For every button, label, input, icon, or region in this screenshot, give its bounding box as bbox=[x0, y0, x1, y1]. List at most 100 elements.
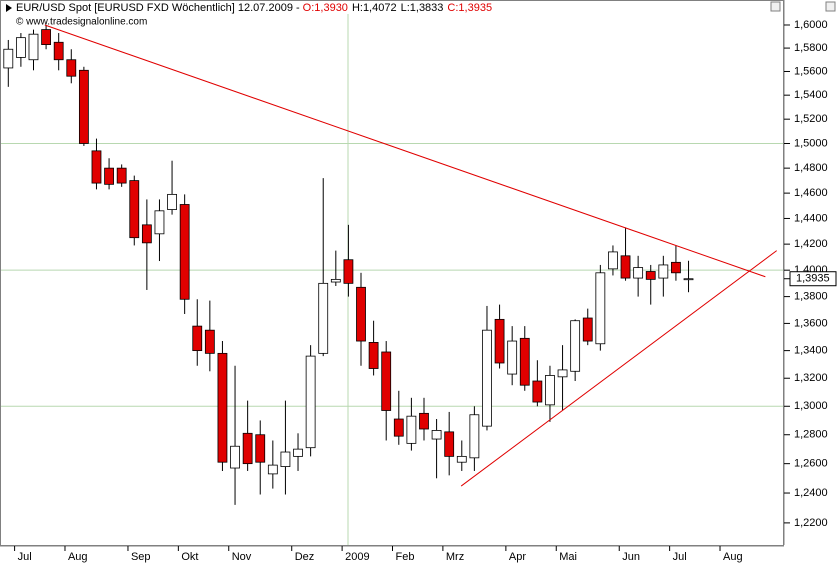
candle-body bbox=[78, 69, 89, 144]
candle-body bbox=[595, 272, 606, 345]
y-tick-label: 1,5400 bbox=[794, 89, 828, 101]
x-tick-label: Feb bbox=[396, 551, 415, 563]
candle-body bbox=[204, 329, 215, 354]
candle-body bbox=[104, 167, 114, 185]
candle-body bbox=[330, 278, 341, 283]
y-tick-label: 1,3800 bbox=[794, 291, 828, 303]
y-tick-label: 1,4200 bbox=[794, 238, 828, 250]
candle-body bbox=[368, 342, 379, 369]
candle-body bbox=[255, 434, 266, 463]
candle-body bbox=[570, 320, 581, 372]
candle-body bbox=[444, 431, 455, 457]
candle-body bbox=[582, 317, 593, 342]
header-icon bbox=[6, 4, 12, 12]
y-tick-label: 1,3000 bbox=[794, 400, 828, 412]
candle-body bbox=[280, 451, 291, 467]
candle-body bbox=[658, 264, 669, 279]
candle-body bbox=[519, 337, 530, 386]
chart-subtitle: © www.tradesignalonline.com bbox=[16, 17, 147, 28]
x-tick-label: Okt bbox=[181, 551, 198, 563]
candle-body bbox=[293, 448, 303, 457]
candle-body bbox=[116, 167, 127, 184]
x-tick-label: Aug bbox=[68, 551, 88, 563]
y-tick-label: 1,6000 bbox=[794, 19, 828, 31]
candle-body bbox=[154, 210, 165, 235]
candle-body bbox=[482, 329, 492, 427]
y-tick-label: 1,5600 bbox=[794, 65, 828, 77]
y-tick-label: 1,3600 bbox=[794, 317, 828, 329]
y-tick-label: 1,4400 bbox=[794, 212, 828, 224]
x-tick-label: Mrz bbox=[446, 551, 464, 563]
candle-body bbox=[242, 432, 253, 465]
candle-body bbox=[66, 59, 77, 77]
window-button[interactable] bbox=[770, 1, 781, 12]
candle-body bbox=[41, 29, 51, 45]
x-tick-label: Apr bbox=[509, 551, 526, 563]
x-tick-label: Aug bbox=[723, 551, 743, 563]
x-tick-label: Jul bbox=[18, 551, 32, 563]
candle-body bbox=[217, 352, 228, 463]
candle-body bbox=[305, 355, 316, 449]
y-tick-label: 1,4800 bbox=[794, 162, 828, 174]
y-tick-label: 1,2600 bbox=[794, 458, 828, 470]
y-tick-label: 1,5000 bbox=[794, 137, 828, 149]
candle-body bbox=[53, 41, 64, 61]
candle-body bbox=[356, 286, 366, 342]
candle-body bbox=[393, 418, 404, 437]
candle-body bbox=[28, 33, 39, 61]
candle-body bbox=[633, 267, 644, 279]
candle-body bbox=[532, 380, 543, 403]
y-tick-label: 1,4600 bbox=[794, 187, 828, 199]
y-tick-label: 1,5800 bbox=[794, 42, 828, 54]
y-tick-label: 1,2200 bbox=[794, 517, 828, 529]
candle-body bbox=[507, 340, 518, 375]
candle-body bbox=[620, 255, 631, 279]
candle-body bbox=[267, 464, 278, 475]
candle-body bbox=[179, 204, 190, 300]
x-tick-label: Mai bbox=[559, 551, 577, 563]
candle-body bbox=[343, 259, 354, 284]
ohlc-label: L:1,3833 bbox=[401, 2, 444, 14]
ohlc-label: H:1,4072 bbox=[352, 2, 397, 14]
last-price-label: 1,3935 bbox=[796, 273, 830, 285]
ohlc-label: C:1,3935 bbox=[447, 2, 492, 14]
candle-body bbox=[167, 193, 177, 210]
x-tick-label: Nov bbox=[232, 551, 252, 563]
x-axis-panel bbox=[0, 546, 839, 575]
candle-body bbox=[456, 455, 467, 463]
candle-body bbox=[683, 278, 694, 281]
candle-body bbox=[230, 445, 240, 469]
trend-line bbox=[44, 24, 766, 278]
x-tick-label: 2009 bbox=[345, 551, 369, 563]
candle-body bbox=[419, 412, 429, 430]
candle-body bbox=[557, 369, 568, 378]
ohlc-label: O:1,3930 bbox=[303, 2, 348, 14]
candle-body bbox=[406, 415, 417, 444]
candle-body bbox=[431, 430, 442, 440]
candle-body bbox=[545, 375, 555, 406]
candle-body bbox=[608, 251, 618, 270]
candle-body bbox=[494, 318, 505, 364]
y-tick-label: 1,2800 bbox=[794, 429, 828, 441]
candle-body bbox=[141, 224, 152, 244]
candle-body bbox=[381, 351, 392, 411]
candle-body bbox=[318, 282, 329, 354]
y-tick-label: 1,5200 bbox=[794, 113, 828, 125]
x-tick-label: Jun bbox=[622, 551, 640, 563]
candle-body bbox=[91, 150, 102, 184]
x-tick-label: Sep bbox=[131, 551, 151, 563]
x-tick-label: Jul bbox=[673, 551, 687, 563]
candle-body bbox=[3, 48, 14, 69]
y-tick-label: 1,2400 bbox=[794, 487, 828, 499]
chart-header: EUR/USD Spot [EURUSD FXD Wöchentlich] 12… bbox=[16, 2, 492, 14]
window-button[interactable] bbox=[825, 1, 836, 12]
trend-line bbox=[460, 250, 778, 487]
y-tick-label: 1,3200 bbox=[794, 372, 828, 384]
candle-body bbox=[671, 261, 681, 274]
y-tick-label: 1,3400 bbox=[794, 345, 828, 357]
candle-body bbox=[192, 325, 203, 352]
candle-body bbox=[469, 414, 480, 459]
candle-body bbox=[15, 37, 26, 58]
